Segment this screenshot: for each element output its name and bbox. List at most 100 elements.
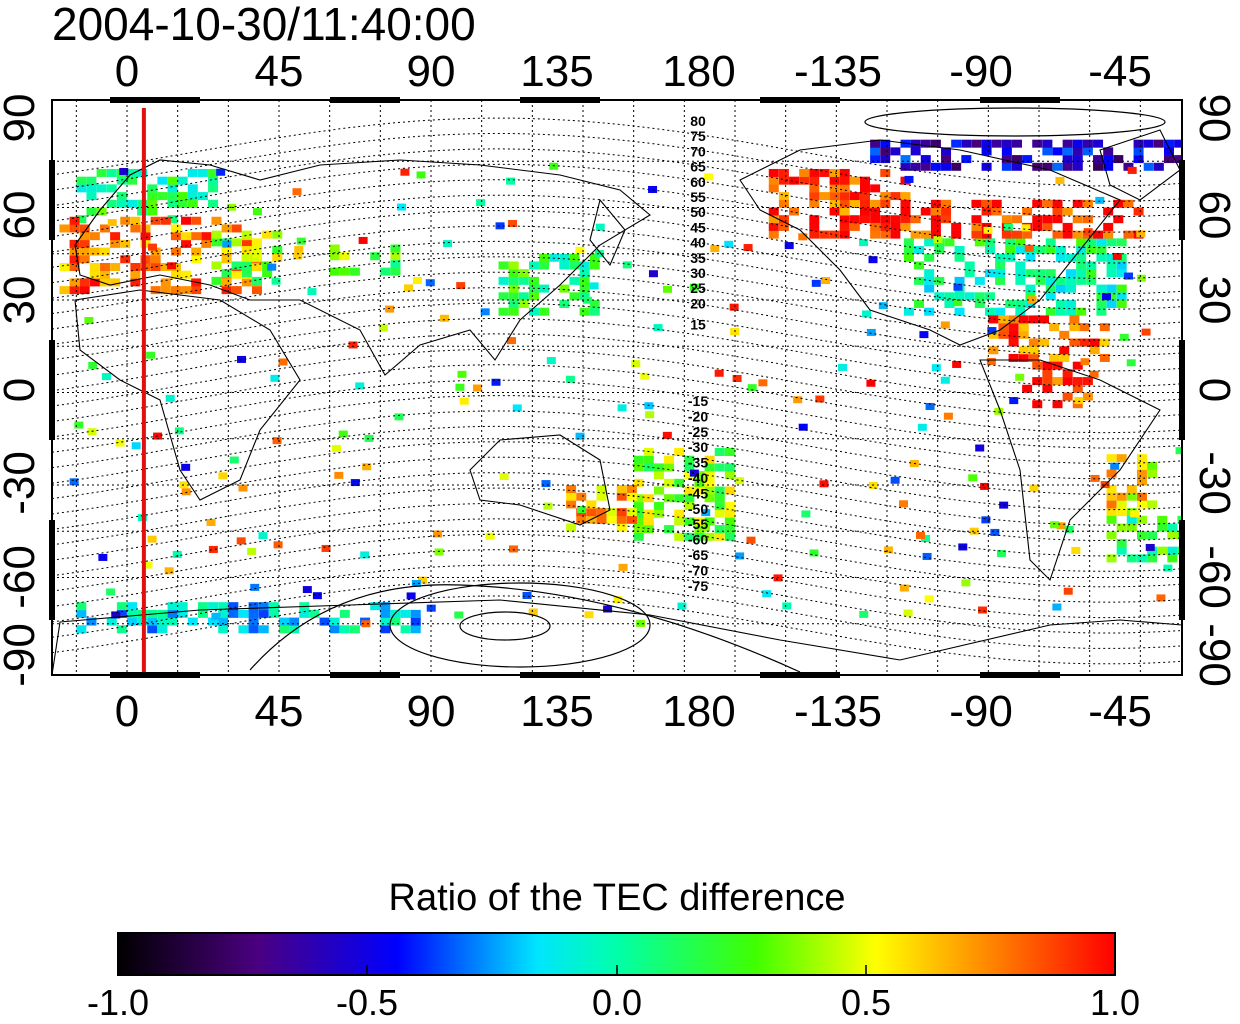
tec-pixel bbox=[616, 523, 627, 532]
tec-pixel bbox=[498, 261, 509, 270]
tec-pixel bbox=[710, 245, 720, 253]
tec-pixel bbox=[859, 239, 869, 247]
tec-pixel bbox=[251, 253, 262, 262]
tec-pixel bbox=[684, 463, 695, 472]
tec-pixel bbox=[1116, 269, 1127, 278]
tec-pixel bbox=[116, 192, 127, 201]
tec-pixel bbox=[577, 505, 587, 513]
tec-pixel bbox=[218, 602, 229, 611]
tec-pixel bbox=[1049, 353, 1060, 362]
tec-pixel bbox=[1022, 230, 1033, 239]
tec-pixel bbox=[79, 224, 90, 233]
lat-label-left: -90 bbox=[0, 623, 44, 687]
tec-pixel bbox=[106, 168, 117, 177]
tec-pixel bbox=[704, 455, 715, 464]
tec-pixel bbox=[539, 261, 550, 270]
tec-pixel bbox=[704, 478, 715, 487]
tec-pixel bbox=[1116, 500, 1127, 509]
lon-label-bottom: -45 bbox=[1088, 687, 1152, 736]
tec-pixel bbox=[349, 267, 360, 276]
tec-pixel bbox=[167, 215, 178, 224]
magnetic-latitude-contour bbox=[52, 117, 1181, 187]
tec-pixel bbox=[160, 278, 171, 287]
tec-pixel bbox=[919, 331, 929, 339]
tec-pixel bbox=[917, 423, 927, 431]
tec-pixel bbox=[241, 278, 252, 287]
tec-pixel bbox=[910, 162, 921, 171]
tec-pixel bbox=[768, 215, 779, 224]
tec-pixel bbox=[309, 609, 320, 618]
tec-pixel bbox=[332, 444, 342, 452]
tec-region bbox=[329, 244, 401, 276]
tec-pixel bbox=[589, 261, 600, 270]
coastline bbox=[52, 599, 1182, 675]
tec-pixel bbox=[1042, 377, 1053, 386]
tec-pixel bbox=[1136, 500, 1147, 509]
tec-pixel bbox=[147, 184, 158, 193]
tec-pixel bbox=[1076, 307, 1087, 316]
tec-pixel bbox=[1106, 469, 1117, 478]
tec-pixel bbox=[839, 184, 850, 193]
tec-pixel bbox=[98, 553, 108, 561]
tec-pixel bbox=[1076, 238, 1087, 247]
tec-pixel bbox=[951, 162, 962, 171]
tec-pixel bbox=[1032, 222, 1043, 231]
tec-pixel bbox=[107, 219, 117, 227]
tec-pixel bbox=[809, 199, 820, 208]
tec-pixel bbox=[981, 516, 991, 524]
tec-pixel bbox=[1072, 162, 1083, 171]
tec-pixel bbox=[616, 515, 627, 524]
tec-pixel bbox=[1099, 323, 1110, 332]
tec-pixel bbox=[106, 184, 117, 193]
tec-pixel bbox=[1052, 400, 1063, 409]
tec-pixel bbox=[596, 492, 607, 501]
tec-pixel bbox=[974, 276, 985, 285]
tec-pixel bbox=[512, 404, 522, 412]
tec-pixel bbox=[1126, 523, 1137, 532]
tec-pixel bbox=[1018, 315, 1029, 324]
tec-pixel bbox=[1123, 162, 1134, 171]
tec-pixel bbox=[1059, 346, 1070, 355]
tec-pixel bbox=[238, 609, 249, 618]
tec-pixel bbox=[211, 216, 222, 225]
tec-pixel bbox=[498, 307, 509, 316]
tec-pixel bbox=[120, 239, 131, 248]
tec-pixel bbox=[596, 515, 607, 524]
tec-pixel bbox=[613, 596, 623, 604]
tec-pixel bbox=[110, 232, 121, 241]
tec-pixel bbox=[1163, 147, 1174, 156]
lon-label-bottom: 0 bbox=[115, 687, 139, 736]
tec-pixel bbox=[910, 147, 921, 156]
tec-pixel bbox=[653, 324, 663, 332]
coastline bbox=[979, 359, 1161, 582]
tec-pixel bbox=[971, 215, 982, 224]
tec-pixel bbox=[1062, 207, 1073, 216]
tec-pixel bbox=[1001, 215, 1012, 224]
tec-pixel bbox=[1008, 338, 1019, 347]
tec-pixel bbox=[147, 207, 158, 216]
tec-pixel bbox=[951, 222, 962, 231]
tec-pixel bbox=[86, 617, 97, 626]
tec-pixel bbox=[1063, 587, 1073, 595]
tec-pixel bbox=[694, 517, 705, 526]
tec-pixel bbox=[1052, 162, 1063, 171]
tec-pixel bbox=[272, 230, 283, 239]
tec-pixel bbox=[1001, 162, 1012, 171]
lon-label-top: 135 bbox=[520, 47, 593, 96]
tec-pixel bbox=[1103, 147, 1114, 156]
tec-pixel bbox=[633, 455, 644, 464]
tec-pixel bbox=[951, 139, 962, 148]
tec-pixel bbox=[1106, 300, 1117, 308]
magnetic-latitude-contour bbox=[52, 595, 1181, 665]
tec-pixel bbox=[1028, 346, 1039, 355]
tec-pixel bbox=[508, 261, 519, 270]
tec-pixel bbox=[1123, 199, 1134, 208]
tec-pixel bbox=[177, 192, 188, 201]
tec-pixel bbox=[640, 372, 650, 380]
tec-pixel bbox=[157, 176, 168, 185]
tec-pixel bbox=[216, 168, 226, 176]
tec-pixel bbox=[456, 282, 466, 290]
frame-tick-bar bbox=[1179, 340, 1185, 440]
tec-pixel bbox=[819, 192, 830, 201]
tec-pixel bbox=[380, 625, 391, 634]
